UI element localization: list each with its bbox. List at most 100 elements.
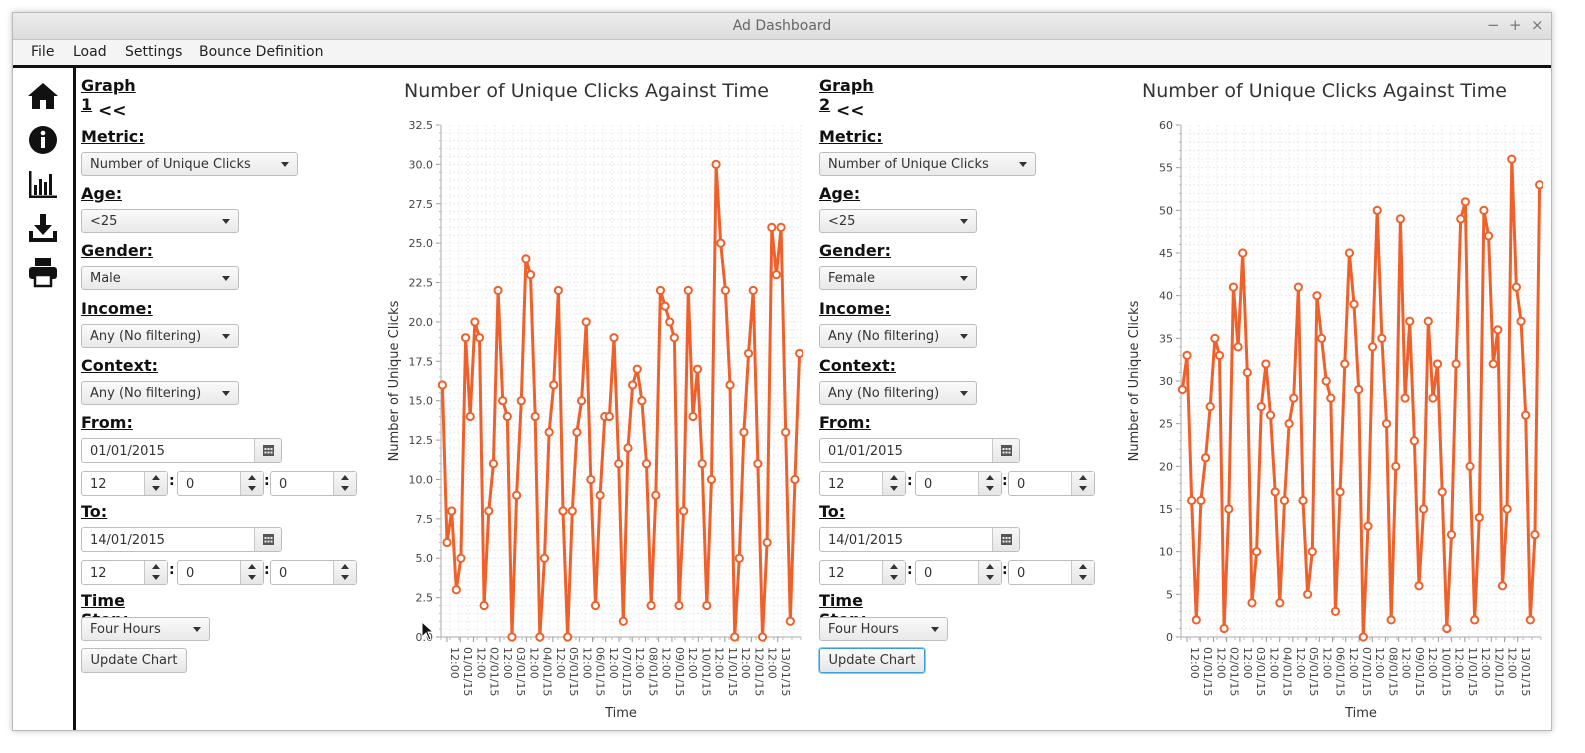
data-point[interactable] (567, 506, 577, 516)
graph1-to-second[interactable]: 0 (270, 560, 357, 585)
graph1-update-button[interactable]: Update Chart (81, 648, 187, 673)
graph1-gender-select[interactable]: Male (81, 266, 239, 290)
data-point[interactable] (795, 348, 803, 359)
data-point[interactable] (1252, 547, 1262, 557)
data-point[interactable] (553, 285, 563, 296)
data-point[interactable] (757, 632, 768, 642)
info-icon[interactable] (27, 124, 59, 156)
data-point[interactable] (1442, 623, 1452, 634)
data-point[interactable] (576, 396, 587, 406)
data-point[interactable] (1507, 154, 1517, 164)
graph1-context-select[interactable]: Any (No filtering) (81, 381, 239, 405)
data-point[interactable] (507, 632, 517, 642)
graph2-from-second[interactable]: 0 (1008, 471, 1095, 496)
data-point[interactable] (1293, 282, 1303, 292)
data-point[interactable] (1465, 461, 1475, 471)
data-point[interactable] (498, 396, 508, 406)
data-point[interactable] (604, 411, 615, 422)
data-point[interactable] (1511, 282, 1522, 292)
spinner-down-icon[interactable] (152, 486, 160, 491)
data-point[interactable] (623, 443, 633, 453)
data-point[interactable] (1381, 419, 1392, 429)
data-point[interactable] (725, 380, 735, 390)
graph1-to-hour[interactable]: 12 (81, 560, 168, 585)
graph1-from-hour[interactable]: 12 (81, 471, 168, 496)
spinner-down-icon[interactable] (986, 486, 994, 491)
calendar-icon[interactable] (992, 528, 1019, 551)
data-point[interactable] (1377, 333, 1387, 343)
data-point[interactable] (669, 333, 679, 343)
data-point[interactable] (544, 427, 554, 437)
data-point[interactable] (1233, 342, 1243, 352)
data-point[interactable] (683, 285, 693, 296)
spinner-down-icon[interactable] (986, 575, 994, 580)
data-point[interactable] (460, 333, 471, 343)
graph1-from-minute[interactable]: 0 (177, 471, 264, 496)
data-point[interactable] (614, 459, 624, 469)
data-point[interactable] (1200, 453, 1211, 463)
spinner-down-icon[interactable] (248, 575, 256, 580)
data-point[interactable] (1344, 248, 1355, 258)
data-point[interactable] (535, 632, 545, 642)
data-point[interactable] (1321, 376, 1331, 386)
data-point[interactable] (697, 459, 707, 469)
spinner-up-icon[interactable] (152, 564, 160, 569)
data-point[interactable] (1479, 205, 1489, 215)
data-point[interactable] (716, 238, 726, 248)
data-point[interactable] (679, 506, 689, 516)
data-point[interactable] (1432, 359, 1443, 369)
graph1-to-date[interactable]: 14/01/2015 (81, 527, 282, 552)
graph2-from-minute[interactable]: 0 (915, 471, 1002, 496)
graph1-back-button[interactable]: << (98, 101, 127, 121)
data-point[interactable] (790, 474, 800, 485)
data-point[interactable] (437, 380, 447, 390)
data-point[interactable] (590, 600, 601, 611)
spinner-up-icon[interactable] (1079, 475, 1087, 480)
graph2-context-select[interactable]: Any (No filtering) (819, 381, 977, 405)
data-point[interactable] (512, 490, 522, 500)
data-point[interactable] (1502, 504, 1512, 514)
print-icon[interactable] (27, 256, 59, 288)
data-point[interactable] (1456, 214, 1466, 224)
data-point[interactable] (1298, 495, 1308, 506)
data-point[interactable] (1340, 359, 1350, 369)
data-point[interactable] (734, 553, 744, 563)
spinner-up-icon[interactable] (986, 475, 994, 480)
data-point[interactable] (1219, 623, 1229, 634)
data-point[interactable] (521, 254, 531, 264)
data-point[interactable] (1284, 419, 1294, 429)
data-point[interactable] (470, 317, 480, 327)
data-point[interactable] (1358, 632, 1368, 642)
data-point[interactable] (1261, 359, 1271, 369)
data-point[interactable] (1289, 393, 1299, 403)
data-point[interactable] (762, 537, 772, 548)
data-point[interactable] (456, 553, 466, 563)
data-point[interactable] (1409, 436, 1419, 446)
data-point[interactable] (484, 506, 494, 516)
data-point[interactable] (1279, 495, 1290, 506)
spinner-down-icon[interactable] (248, 486, 256, 491)
menu-load[interactable]: Load (73, 44, 107, 60)
data-point[interactable] (1530, 530, 1540, 540)
data-point[interactable] (767, 222, 777, 233)
spinner-up-icon[interactable] (341, 475, 349, 480)
graph2-gender-select[interactable]: Female (819, 266, 977, 290)
data-point[interactable] (776, 222, 786, 233)
graph1-from-second[interactable]: 0 (270, 471, 357, 496)
data-point[interactable] (1335, 487, 1345, 497)
data-point[interactable] (558, 506, 568, 516)
data-point[interactable] (1256, 402, 1266, 412)
spinner-up-icon[interactable] (341, 564, 349, 569)
data-point[interactable] (493, 285, 503, 296)
data-point[interactable] (1187, 495, 1197, 506)
data-point[interactable] (1400, 393, 1410, 403)
data-point[interactable] (539, 553, 550, 563)
graph2-to-date[interactable]: 14/01/2015 (819, 527, 1020, 552)
data-point[interactable] (1182, 350, 1192, 360)
data-point[interactable] (1238, 248, 1248, 258)
data-point[interactable] (609, 333, 619, 343)
graph1-to-minute[interactable]: 0 (177, 560, 264, 585)
data-point[interactable] (1414, 581, 1424, 591)
data-point[interactable] (720, 285, 730, 296)
data-point[interactable] (1386, 615, 1396, 625)
